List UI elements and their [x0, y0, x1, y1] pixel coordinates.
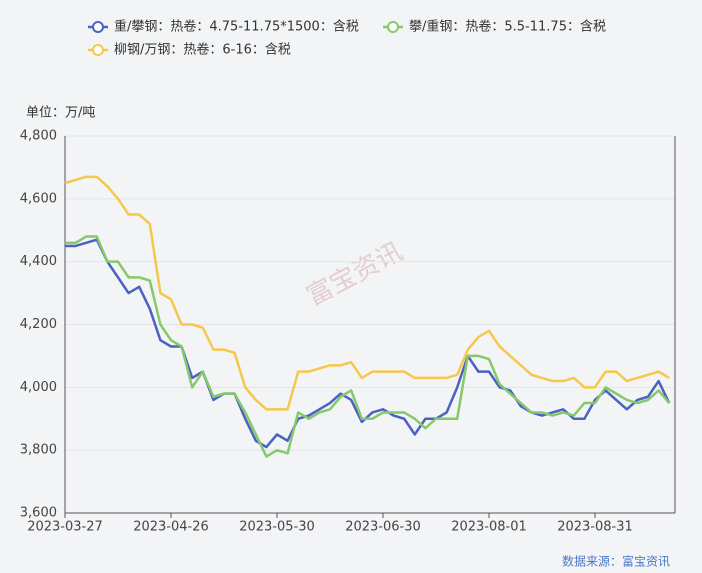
y-tick-label: 3,800	[20, 443, 57, 458]
y-tick-label: 4,400	[20, 254, 57, 269]
watermark: 富宝资讯	[302, 237, 408, 312]
x-tick-label: 2023-08-31	[557, 520, 633, 535]
y-tick-label: 4,800	[20, 129, 57, 144]
legend-label: 柳钢/万钢：热卷：6-16：含税	[114, 42, 291, 58]
x-tick-label: 2023-08-01	[451, 520, 527, 535]
y-tick-label: 4,600	[20, 191, 57, 206]
y-tick-label: 3,600	[20, 506, 57, 521]
y-tick-label: 4,000	[20, 380, 57, 395]
legend-label: 攀/重钢：热卷：5.5-11.75：含税	[409, 19, 606, 35]
source: 数据来源：富宝资讯	[562, 554, 670, 569]
y-axis-label: 单位：万/吨	[26, 106, 95, 121]
x-tick-label: 2023-06-30	[345, 520, 421, 535]
legend-icon	[387, 21, 399, 33]
x-tick-label: 2023-05-30	[239, 520, 315, 535]
series-line	[64, 175, 670, 411]
legend-icon	[92, 44, 104, 56]
y-tick-label: 4,200	[20, 317, 57, 332]
legend-icon	[92, 21, 104, 33]
x-tick-label: 2023-03-27	[27, 520, 103, 535]
series-line	[65, 235, 671, 458]
x-tick-label: 2023-04-26	[133, 520, 209, 535]
legend-label: 重/攀钢：热卷：4.75-11.75*1500：含税	[114, 19, 359, 35]
